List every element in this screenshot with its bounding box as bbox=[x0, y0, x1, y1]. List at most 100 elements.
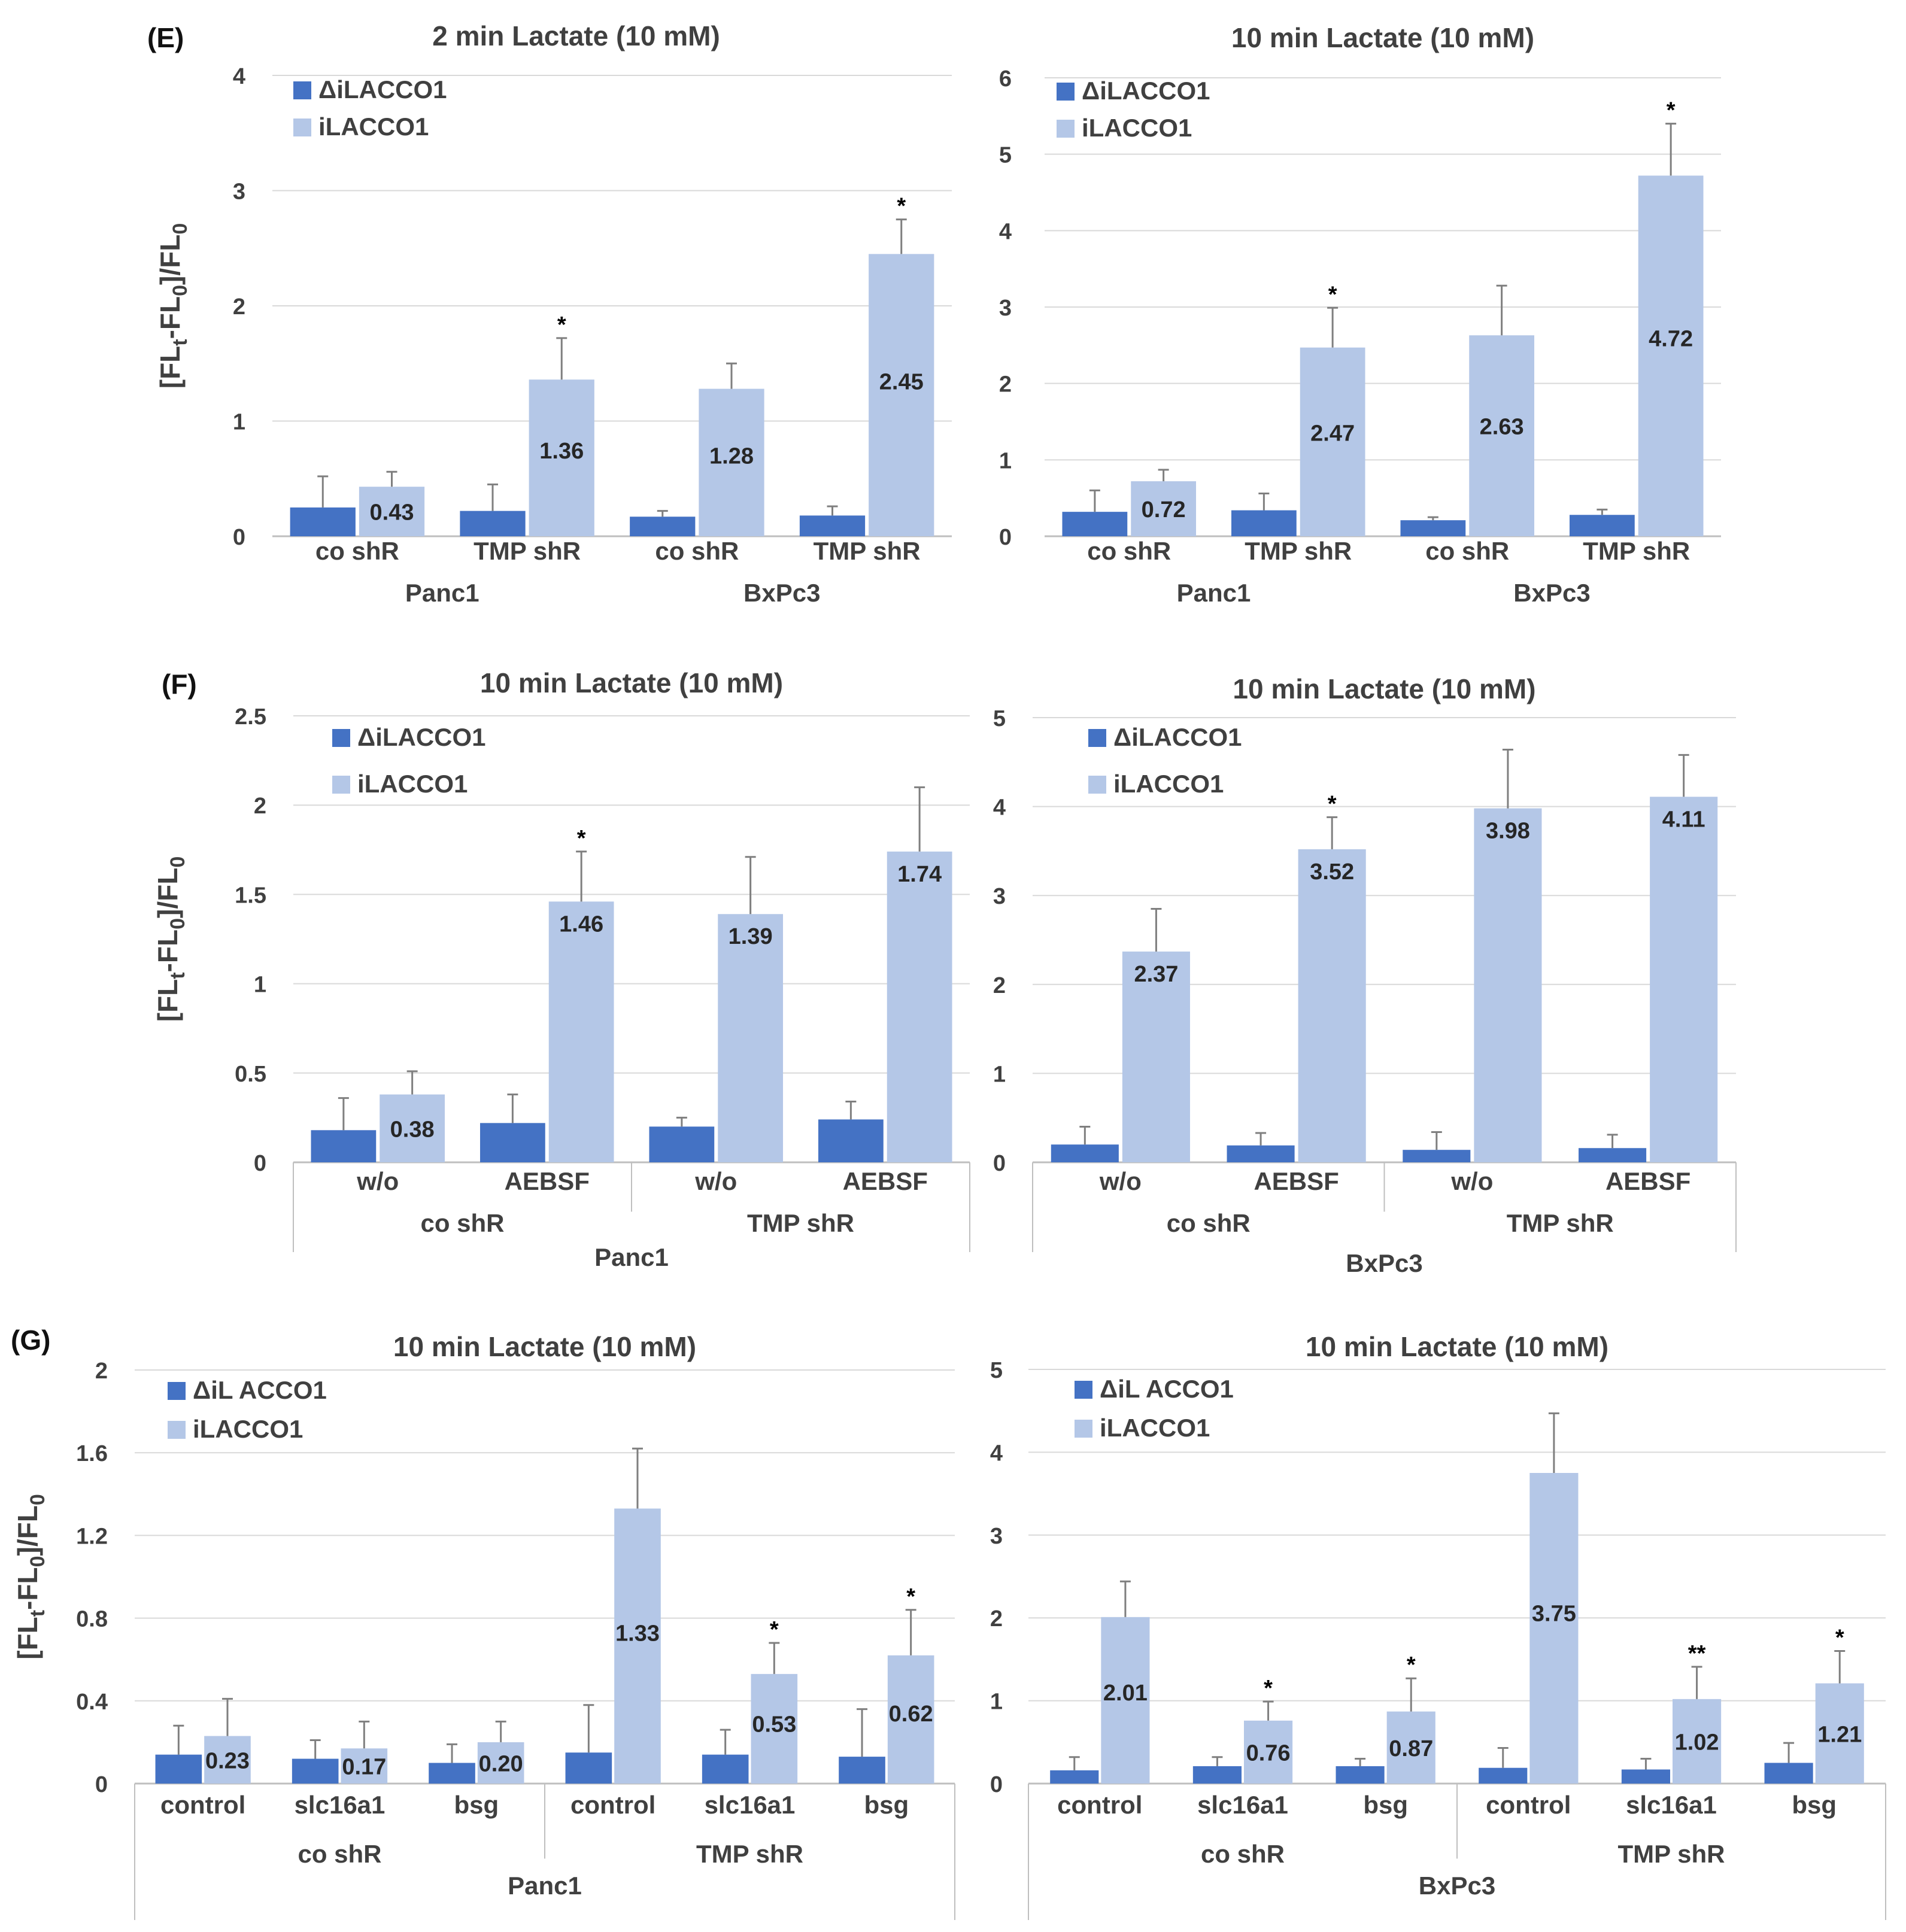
e2-y-tick-label: 1 bbox=[999, 448, 1012, 473]
f2-y-tick-label: 2 bbox=[993, 973, 1006, 998]
e2-data-label: 2.63 bbox=[1480, 414, 1524, 439]
g2-bar-ilacco1 bbox=[1529, 1473, 1579, 1784]
g2-data-label: 0.87 bbox=[1389, 1736, 1433, 1761]
e1-bar-delta-ilacco1 bbox=[630, 517, 696, 536]
e2-data-label: 2.47 bbox=[1310, 421, 1355, 446]
e1-chart-title: 2 min Lactate (10 mM) bbox=[432, 20, 720, 51]
e1-bar-ilacco1 bbox=[699, 388, 764, 536]
g2-x-category-label: control bbox=[1057, 1791, 1142, 1819]
panel-label-e: (E) bbox=[147, 22, 184, 53]
f1-bar-delta-ilacco1 bbox=[818, 1119, 884, 1162]
e2-legend-swatch bbox=[1057, 120, 1075, 138]
e2-y-tick-label: 0 bbox=[999, 525, 1012, 550]
e2-x-group-label: Panc1 bbox=[1177, 579, 1251, 607]
e1-bar-delta-ilacco1 bbox=[799, 515, 866, 536]
g2-bar-delta-ilacco1 bbox=[1479, 1767, 1528, 1784]
g2-data-label: 0.76 bbox=[1246, 1740, 1291, 1766]
f2-data-label: 4.11 bbox=[1662, 807, 1705, 832]
e1-significance-marker: * bbox=[557, 312, 566, 338]
f1-data-label: 1.46 bbox=[559, 912, 603, 937]
g1-bar-delta-ilacco1 bbox=[155, 1754, 202, 1784]
g1-bar-ilacco1 bbox=[341, 1748, 388, 1784]
f2-x-cellline-label: BxPc3 bbox=[1346, 1249, 1422, 1277]
g1-bar-ilacco1 bbox=[887, 1655, 934, 1784]
f1-data-label: 1.39 bbox=[729, 924, 773, 949]
e2-x-category-label: TMP shR bbox=[1583, 537, 1690, 565]
e2-y-tick-label: 4 bbox=[999, 219, 1012, 244]
g2-x-category-label: bsg bbox=[1792, 1791, 1837, 1819]
g1-bar-delta-ilacco1 bbox=[839, 1757, 885, 1784]
f2-data-label: 2.37 bbox=[1134, 962, 1178, 987]
f2-y-tick-label: 0 bbox=[993, 1151, 1006, 1176]
f2-x-category-label: AEBSF bbox=[1605, 1167, 1690, 1195]
g2-legend-label: ΔiL ACCO1 bbox=[1100, 1375, 1234, 1403]
f2-bar-delta-ilacco1 bbox=[1227, 1145, 1295, 1162]
e2-y-tick-label: 2 bbox=[999, 372, 1012, 397]
g2-significance-marker: * bbox=[1407, 1652, 1416, 1678]
g2-x-group-label: co shR bbox=[1201, 1840, 1285, 1868]
f1-y-tick-label: 1 bbox=[254, 973, 266, 998]
f2-y-tick-label: 4 bbox=[993, 795, 1006, 821]
f1-bar-ilacco1 bbox=[718, 914, 784, 1162]
e2-y-tick-label: 6 bbox=[999, 66, 1012, 92]
g1-chart-title: 10 min Lactate (10 mM) bbox=[393, 1331, 696, 1362]
g2-significance-marker: * bbox=[1264, 1676, 1273, 1701]
e1-y-axis-label: [FLt-FL0]/FL0 bbox=[154, 223, 192, 389]
g2-x-group-label: TMP shR bbox=[1618, 1840, 1725, 1868]
g2-data-label: 2.01 bbox=[1103, 1681, 1148, 1706]
e2-x-category-label: TMP shR bbox=[1245, 537, 1352, 565]
e2-chart-title: 10 min Lactate (10 mM) bbox=[1231, 22, 1534, 53]
g2-y-tick-label: 0 bbox=[990, 1772, 1003, 1797]
e2-legend-label: ΔiLACCO1 bbox=[1082, 77, 1210, 105]
g1-data-label: 0.23 bbox=[205, 1748, 250, 1773]
e1-y-tick-label: 3 bbox=[233, 180, 245, 205]
f2-significance-marker: * bbox=[1328, 791, 1337, 816]
e1-legend-swatch bbox=[293, 81, 311, 99]
f1-y-tick-label: 1.5 bbox=[235, 883, 266, 908]
g1-bar-delta-ilacco1 bbox=[292, 1758, 339, 1784]
f1-y-axis-label: [FLt-FL0]/FL0 bbox=[152, 856, 189, 1022]
e1-legend-label: ΔiLACCO1 bbox=[318, 75, 447, 104]
f2-bar-ilacco1 bbox=[1122, 951, 1190, 1162]
e1-bar-ilacco1 bbox=[529, 379, 594, 536]
g1-data-label: 0.17 bbox=[342, 1755, 386, 1780]
f1-x-group-label: TMP shR bbox=[747, 1209, 854, 1237]
e2-legend-swatch bbox=[1057, 83, 1075, 101]
f1-bar-ilacco1 bbox=[548, 901, 614, 1162]
g2-x-category-label: bsg bbox=[1363, 1791, 1408, 1819]
f1-y-tick-label: 2.5 bbox=[235, 704, 266, 730]
f1-data-label: 1.74 bbox=[897, 862, 942, 887]
e2-bar-ilacco1 bbox=[1131, 481, 1197, 536]
g1-x-category-label: slc16a1 bbox=[705, 1791, 796, 1819]
g2-x-category-label: slc16a1 bbox=[1197, 1791, 1288, 1819]
g1-y-tick-label: 1.6 bbox=[76, 1441, 108, 1466]
e1-bar-delta-ilacco1 bbox=[460, 511, 526, 536]
g1-x-category-label: slc16a1 bbox=[295, 1791, 386, 1819]
e1-bar-delta-ilacco1 bbox=[290, 507, 356, 536]
f2-legend-swatch bbox=[1088, 776, 1106, 794]
g2-y-tick-label: 4 bbox=[990, 1441, 1003, 1466]
g1-x-group-label: co shR bbox=[298, 1840, 381, 1868]
g2-bar-delta-ilacco1 bbox=[1764, 1763, 1813, 1784]
f2-x-group-label: co shR bbox=[1167, 1209, 1251, 1237]
g1-bar-ilacco1 bbox=[477, 1742, 524, 1784]
e1-x-group-label: Panc1 bbox=[405, 579, 479, 607]
f2-x-category-label: w/o bbox=[1450, 1167, 1493, 1195]
g2-bar-ilacco1 bbox=[1386, 1711, 1435, 1784]
e1-y-tick-label: 0 bbox=[233, 525, 245, 550]
g1-bar-delta-ilacco1 bbox=[702, 1754, 749, 1784]
f2-bar-ilacco1 bbox=[1474, 808, 1542, 1162]
f1-x-category-label: w/o bbox=[694, 1167, 737, 1195]
g1-y-tick-label: 2 bbox=[95, 1359, 108, 1384]
g1-significance-marker: * bbox=[906, 1584, 915, 1609]
e1-legend-swatch bbox=[293, 119, 311, 136]
f1-significance-marker: * bbox=[577, 826, 586, 851]
g1-y-tick-label: 1.2 bbox=[76, 1524, 108, 1549]
e1-bar-ilacco1 bbox=[359, 487, 425, 536]
g2-legend-label: iLACCO1 bbox=[1100, 1414, 1210, 1442]
g2-y-tick-label: 5 bbox=[990, 1358, 1003, 1383]
f2-x-category-label: w/o bbox=[1099, 1167, 1142, 1195]
f2-y-tick-label: 1 bbox=[993, 1062, 1006, 1087]
e1-data-label: 0.43 bbox=[370, 500, 414, 525]
f1-x-category-label: w/o bbox=[356, 1167, 399, 1195]
